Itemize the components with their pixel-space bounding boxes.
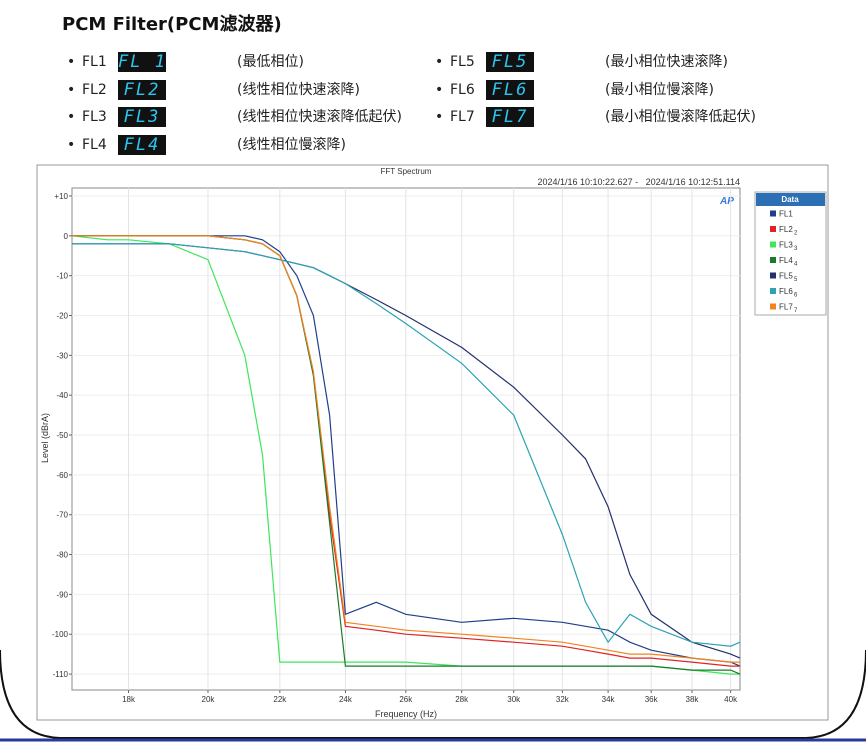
filter-label: FL6 [450, 81, 475, 98]
y-tick-label: 0 [64, 232, 69, 241]
bullet: • [67, 81, 76, 98]
filter-label: FL4 [82, 136, 107, 153]
bullet: • [67, 109, 76, 125]
legend-index: 6 [794, 293, 798, 299]
y-axis-label: Level (dBrA) [40, 413, 50, 463]
filter-label: FL2 [82, 81, 107, 98]
x-tick-label: 30k [507, 695, 521, 704]
logo: AP [719, 196, 734, 207]
bullet: • [67, 136, 76, 153]
y-tick-label: +10 [54, 192, 68, 201]
series-line [72, 243, 741, 647]
y-tick-label: -40 [56, 391, 68, 400]
legend-label: FL4 [779, 256, 793, 265]
x-tick-label: 20k [202, 695, 216, 704]
filter-label: FL3 [82, 109, 107, 125]
legend-index: 4 [794, 262, 798, 268]
legend-swatch [770, 210, 776, 217]
legend-label: FL7 [779, 303, 793, 312]
legend-index: 2 [794, 231, 798, 237]
legend-label: FL6 [779, 287, 793, 296]
y-tick-label: -80 [56, 551, 68, 560]
x-tick-label: 36k [645, 695, 659, 704]
x-axis-label: Frequency (Hz) [375, 709, 437, 719]
filter-label: FL7 [450, 109, 475, 125]
filter-desc: (线性相位快速滚降低起伏) [237, 109, 402, 125]
y-tick-label: -30 [56, 351, 68, 360]
legend-index: 3 [794, 246, 798, 252]
filter-label: FL1 [82, 54, 107, 70]
filter-display: FL 1 [118, 52, 167, 72]
legend-swatch [770, 272, 776, 279]
legend-label: FL2 [779, 225, 793, 234]
bullet: • [435, 81, 444, 98]
legend-swatch [770, 257, 776, 263]
legend-swatch [770, 241, 776, 248]
filter-label: FL5 [450, 54, 475, 70]
x-tick-label: 32k [556, 695, 570, 704]
x-tick-label: 34k [602, 695, 616, 704]
bullet: • [67, 54, 76, 70]
x-tick-label: 40k [724, 695, 738, 704]
bullet: • [435, 54, 444, 70]
legend-label: FL3 [779, 241, 793, 250]
x-tick-label: 38k [686, 695, 700, 704]
legend-swatch [770, 303, 776, 310]
legend-index: 7 [794, 308, 798, 314]
legend-swatch [770, 226, 776, 232]
filter-desc: (最小相位快速滚降) [605, 54, 728, 70]
bullet: • [435, 109, 444, 125]
legend-label: FL5 [779, 272, 793, 281]
x-tick-label: 24k [339, 695, 353, 704]
filter-display: FL6 [486, 79, 534, 100]
x-tick-label: 22k [273, 695, 287, 704]
y-tick-label: -20 [56, 311, 68, 320]
filter-desc: (最低相位) [237, 54, 304, 70]
page-frame [0, 649, 866, 739]
legend-swatch [770, 288, 776, 294]
page-title: PCM Filter(PCM滤波器) [62, 14, 282, 35]
x-tick-label: 26k [399, 695, 413, 704]
series-line [72, 235, 740, 663]
legend-index: 5 [794, 277, 798, 283]
y-tick-label: -70 [56, 511, 68, 520]
chart-title: FFT Spectrum [381, 167, 432, 176]
y-tick-label: -60 [56, 471, 68, 480]
y-tick-label: -110 [53, 670, 69, 679]
filter-display: FL7 [486, 107, 534, 127]
y-tick-label: -100 [52, 630, 69, 639]
filter-desc: (最小相位慢滚降) [605, 81, 714, 98]
filter-display: FL3 [118, 107, 166, 127]
legend-label: FL1 [779, 210, 793, 219]
x-tick-label: 18k [122, 695, 136, 704]
filter-display: FL5 [486, 52, 534, 72]
legend-header [756, 193, 825, 206]
filter-desc: (线性相位慢滚降) [237, 136, 346, 153]
legend-title: Data [781, 195, 799, 204]
filter-display: FL4 [118, 134, 166, 155]
y-tick-label: -50 [56, 431, 68, 440]
chart-subtitle: 2024/1/16 10:10:22.627 - 2024/1/16 10:12… [537, 177, 740, 187]
legend [754, 191, 827, 316]
x-tick-label: 28k [455, 695, 469, 704]
y-tick-label: -10 [56, 272, 68, 281]
filter-desc: (线性相位快速滚降) [237, 81, 360, 98]
filter-desc: (最小相位慢滚降低起伏) [605, 109, 756, 125]
filter-display: FL2 [118, 79, 166, 100]
y-tick-label: -90 [56, 590, 68, 599]
